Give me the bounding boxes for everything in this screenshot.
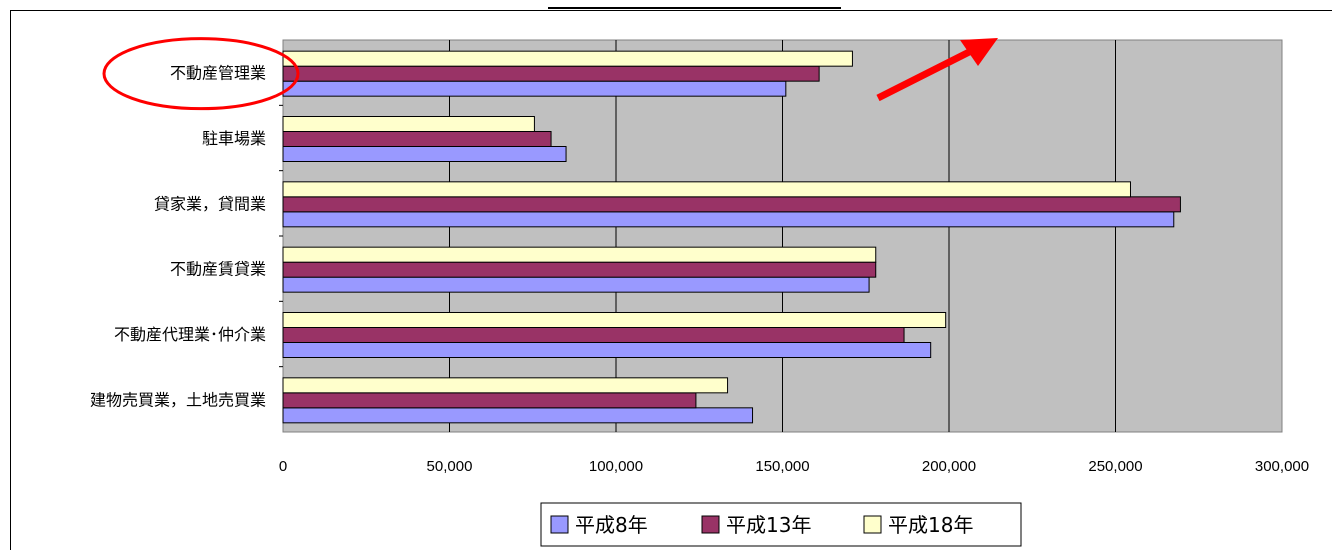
bar-平成13年-駐車場業 (282, 131, 552, 147)
red-arrow-head (960, 38, 998, 66)
category-label: 貸家業，貸間業 (154, 194, 266, 213)
bar-平成18年-建物売買業，土地売買業 (282, 377, 729, 394)
bar-平成8年-貸家業，貸間業 (282, 211, 1175, 228)
bar-平成13年-貸家業，貸間業 (282, 196, 1181, 213)
bar-平成8年-不動産代理業･仲介業 (282, 342, 932, 358)
x-tick-label: 150,000 (755, 458, 809, 475)
red-arrow (876, 40, 987, 102)
bar-平成18年-貸家業，貸間業 (282, 181, 1131, 198)
legend-box (540, 502, 1022, 547)
legend-swatch (701, 515, 720, 534)
bar-平成18年-不動産管理業 (282, 50, 853, 67)
bar-平成18年-不動産代理業･仲介業 (282, 312, 947, 328)
x-tick-label: 300,000 (1255, 458, 1309, 475)
bar-平成13年-不動産管理業 (282, 65, 820, 82)
category-label: 不動産管理業 (170, 64, 266, 83)
category-label: 建物売買業，土地売買業 (90, 390, 266, 409)
legend-swatch (550, 515, 569, 534)
category-label: 不動産賃貸業 (170, 260, 266, 279)
x-tick-label: 50,000 (427, 458, 473, 475)
legend-label: 平成13年 (726, 513, 811, 537)
x-tick-label: 250,000 (1088, 458, 1142, 475)
bar-平成13年-不動産代理業･仲介業 (282, 327, 905, 343)
bar-平成18年-駐車場業 (282, 116, 535, 132)
bar-平成8年-建物売買業，土地売買業 (282, 407, 754, 424)
category-label: 不動産代理業･仲介業 (114, 325, 266, 344)
highlight-ellipse (102, 37, 300, 111)
legend-label: 平成18年 (888, 513, 973, 537)
x-tick-label: 100,000 (589, 458, 643, 475)
title-box (548, 0, 841, 9)
bar-平成8年-駐車場業 (282, 146, 567, 162)
bar-平成13年-建物売買業，土地売買業 (282, 392, 697, 409)
bar-平成8年-不動産賃貸業 (282, 276, 870, 293)
x-tick-label: 0 (279, 458, 287, 475)
legend-swatch (863, 515, 882, 534)
legend-label: 平成8年 (575, 513, 648, 537)
bar-平成8年-不動産管理業 (282, 80, 787, 97)
bar-平成18年-不動産賃貸業 (282, 246, 877, 263)
bar-平成13年-不動産賃貸業 (282, 261, 877, 278)
x-tick-label: 200,000 (922, 458, 976, 475)
category-label: 駐車場業 (202, 129, 266, 148)
